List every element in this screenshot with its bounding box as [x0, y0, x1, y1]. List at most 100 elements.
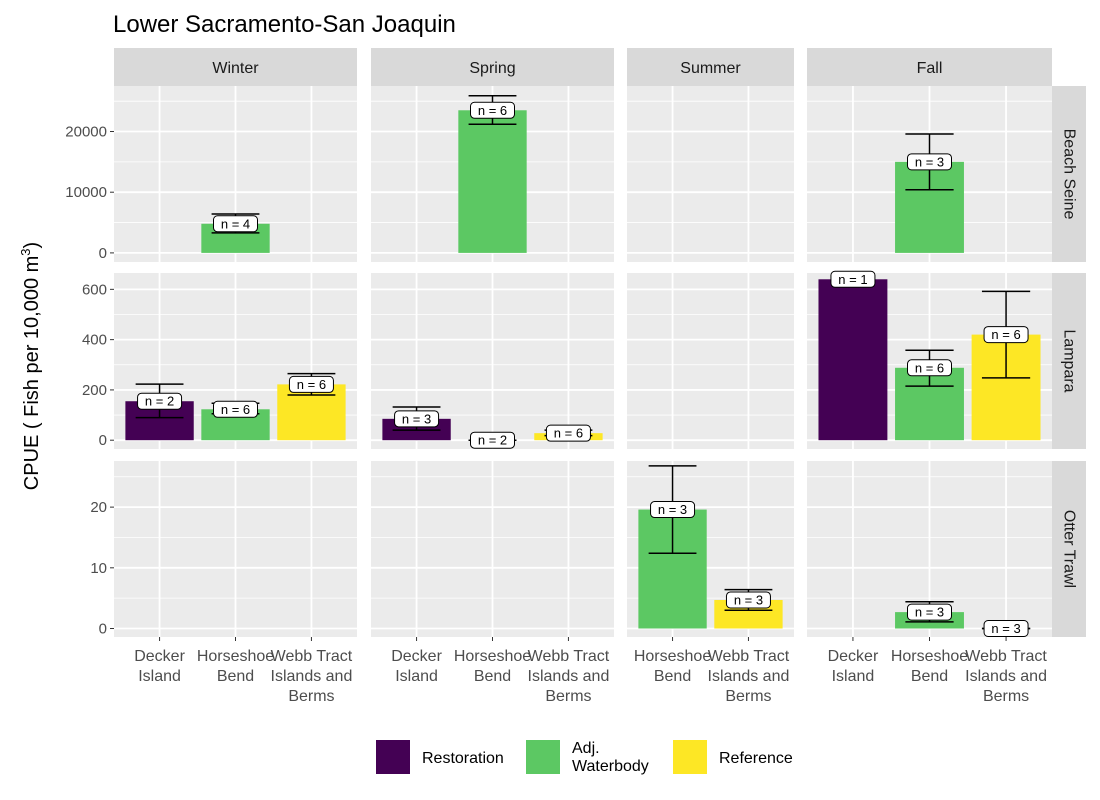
- bar-adj-waterbody: [458, 110, 527, 253]
- n-label: n = 3: [734, 592, 763, 607]
- bar-group-decker: n = 2: [125, 383, 194, 441]
- panel-beach-seine-fall: n = 3: [807, 86, 1052, 262]
- strip-fall: [807, 48, 1052, 86]
- strip-label-summer: Summer: [680, 60, 741, 77]
- legend-label: Reference: [719, 750, 793, 767]
- n-label: n = 4: [221, 216, 250, 231]
- x-tick-label-winter-horseshoe: Horseshoe Bend: [197, 648, 274, 685]
- legend-swatch: [376, 740, 410, 774]
- n-label-box: [983, 620, 1029, 638]
- y-axis-label-superscript: 3: [18, 248, 33, 255]
- bar-group-decker: n = 3: [382, 406, 451, 441]
- x-tick-label-fall-decker: Decker Island: [828, 648, 879, 685]
- strip-label-winter: Winter: [212, 60, 259, 77]
- n-label: n = 3: [915, 605, 944, 620]
- x-tick-label-line: Horseshoe: [634, 648, 711, 665]
- n-label-box: [137, 392, 183, 410]
- x-tick-label-line: Horseshoe: [891, 648, 968, 665]
- legend-label-line: Restoration: [422, 750, 504, 767]
- bar-group-webb: n = 3: [714, 588, 783, 629]
- n-label-box: [470, 431, 515, 449]
- y-tick-label: 20: [90, 499, 107, 516]
- x-tick-label-summer-horseshoe: Horseshoe Bend: [634, 648, 711, 685]
- legend-label-line: Adj.: [572, 740, 600, 757]
- bar-group-horseshoe: n = 2: [468, 431, 517, 449]
- x-tick-label-line: Bend: [474, 668, 511, 685]
- bar-group-webb: n = 6: [971, 290, 1041, 441]
- x-tick-label-line: Horseshoe: [454, 648, 531, 665]
- x-tick-label-line: Berms: [983, 688, 1029, 705]
- x-tick-label-line: Webb Tract: [528, 648, 610, 665]
- x-tick-label-summer-webb: Webb Tract Islands and Berms: [708, 648, 790, 705]
- panel-otter-trawl-fall: n = 3 n = 3: [807, 461, 1052, 638]
- x-tick-label-winter-webb: Webb Tract Islands and Berms: [271, 648, 353, 705]
- n-label: n = 6: [991, 327, 1020, 342]
- strip-label-lampara: Lampara: [1061, 329, 1078, 392]
- y-tick-label: 10: [90, 560, 107, 577]
- x-tick-label-line: Islands and: [528, 668, 610, 685]
- n-label-box: [983, 326, 1029, 344]
- n-label: n = 3: [658, 502, 687, 517]
- strip-label-spring: Spring: [469, 60, 515, 77]
- y-tick-label: 0: [99, 621, 107, 638]
- n-label: n = 2: [145, 394, 174, 409]
- y-tick-label: 400: [82, 332, 107, 349]
- strip-label-fall: Fall: [917, 60, 943, 77]
- n-label: n = 3: [915, 154, 944, 169]
- y-axis-label-close: ): [21, 242, 43, 249]
- legend-label-line: Waterbody: [572, 758, 649, 775]
- bar-group-horseshoe: n = 3: [895, 133, 964, 253]
- panel-lampara-winter: n = 2 n = 6 n = 6: [114, 273, 357, 449]
- n-label-box: [907, 603, 952, 621]
- panel-otter-trawl-summer: n = 3 n = 3: [627, 461, 794, 637]
- bar-group-webb: n = 6: [534, 424, 603, 442]
- bar-group-horseshoe: n = 6: [201, 400, 270, 441]
- n-label-box: [907, 359, 952, 377]
- bar-group-horseshoe: n = 6: [895, 349, 964, 441]
- bar-group-horseshoe: n = 6: [458, 94, 527, 253]
- bar-group-horseshoe: n = 3: [895, 601, 964, 629]
- y-tick-label: 20000: [65, 124, 107, 141]
- x-tick-label-line: Berms: [725, 688, 771, 705]
- panel-background: [627, 273, 794, 449]
- y-tick-label: 0: [99, 245, 107, 262]
- x-tick-label-line: Bend: [911, 668, 948, 685]
- legend-swatch: [526, 740, 560, 774]
- x-tick-label-line: Bend: [654, 668, 691, 685]
- y-axis-label: CPUE ( Fish per 10,000 m3): [18, 242, 43, 490]
- n-label: n = 6: [221, 402, 250, 417]
- legend-label: Restoration: [422, 750, 504, 767]
- bar-group-webb: n = 6: [277, 372, 346, 441]
- n-label: n = 6: [478, 103, 507, 118]
- n-label: n = 3: [991, 621, 1020, 636]
- bar-group-webb: n = 3: [981, 620, 1031, 638]
- chart-title: Lower Sacramento-San Joaquin: [113, 11, 456, 38]
- strip-winter: [114, 48, 357, 86]
- legend: Restoration Adj. Waterbody Reference: [376, 740, 793, 775]
- x-tick-label-line: Webb Tract: [965, 648, 1047, 665]
- x-tick-label-line: Island: [832, 668, 875, 685]
- y-tick-label: 200: [82, 382, 107, 399]
- y-tick-label: 10000: [65, 184, 107, 201]
- panel-lampara-spring: n = 3 n = 2 n = 6: [371, 273, 614, 449]
- y-tick-label: 0: [99, 432, 107, 449]
- n-label-box: [470, 101, 515, 119]
- bar-group-horseshoe: n = 4: [201, 213, 270, 253]
- panel-lampara-fall: n = 1 n = 6 n = 6: [807, 270, 1052, 449]
- n-label: n = 3: [402, 411, 431, 426]
- n-label: n = 6: [554, 426, 583, 441]
- x-tick-label-line: Berms: [545, 688, 591, 705]
- x-tick-label-spring-webb: Webb Tract Islands and Berms: [528, 648, 610, 705]
- n-label: n = 1: [838, 272, 867, 287]
- n-label-box: [830, 270, 876, 288]
- panel-otter-trawl-winter: [114, 461, 357, 637]
- x-tick-label-line: Decker: [391, 648, 442, 665]
- legend-label: Adj. Waterbody: [572, 740, 649, 775]
- y-tick-label: 600: [82, 281, 107, 298]
- panel-background: [627, 86, 794, 262]
- panel-beach-seine-spring: n = 6: [371, 86, 614, 262]
- y-axis-label-text: CPUE ( Fish per 10,000 m: [21, 256, 43, 491]
- x-tick-label-line: Island: [395, 668, 438, 685]
- legend-item-reference: Reference: [673, 740, 793, 774]
